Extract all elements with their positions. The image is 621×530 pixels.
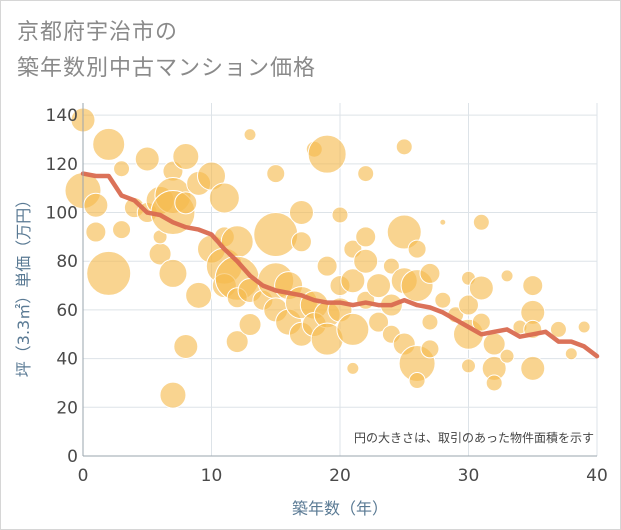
bubble-point xyxy=(238,313,262,337)
bubble-point xyxy=(408,372,426,390)
bubble-point xyxy=(461,358,476,374)
bubble-point xyxy=(382,257,400,275)
size-legend-note: 円の大きさは、取引のあった物件面積を示す xyxy=(354,430,594,445)
axes: 0 20 40 60 80 100 120 140 0 10 20 30 40 xyxy=(46,103,608,486)
bubble-point xyxy=(522,275,544,297)
bubble-point xyxy=(485,374,503,392)
bubble-point xyxy=(159,381,187,409)
bubble-point xyxy=(208,182,240,214)
bubble-point xyxy=(458,294,479,316)
bubble-point xyxy=(471,312,491,332)
bubble-point xyxy=(112,220,132,240)
bubble-point xyxy=(243,128,257,142)
bubble-point xyxy=(307,134,347,174)
bubble-point xyxy=(357,165,375,183)
bubble-point xyxy=(316,255,338,277)
y-tick-label: 80 xyxy=(56,252,78,272)
bubble-point xyxy=(500,269,514,283)
bubble-point xyxy=(395,138,413,156)
bubble-point xyxy=(368,311,390,333)
bubble-point xyxy=(549,320,567,338)
bubble-series xyxy=(64,107,591,409)
bubble-point xyxy=(520,355,546,381)
bubble-point xyxy=(499,348,515,364)
y-tick-label: 60 xyxy=(56,301,78,321)
bubble-point xyxy=(134,146,160,172)
title-line-1: 京都府宇治市の xyxy=(17,20,179,45)
x-tick-label: 10 xyxy=(201,466,223,486)
bubble-point xyxy=(266,164,286,184)
bubble-point xyxy=(336,312,370,346)
bubble-point xyxy=(173,333,199,359)
bubble-point xyxy=(346,361,360,375)
x-tick-label: 40 xyxy=(586,466,608,486)
x-tick-label: 20 xyxy=(329,466,351,486)
chart-title: 京都府宇治市の 築年数別中古マンション価格 xyxy=(17,15,316,87)
bubble-point xyxy=(468,275,494,301)
bubble-point xyxy=(174,191,198,215)
bubble-point xyxy=(434,291,452,309)
bubble-point xyxy=(421,313,439,331)
bubble-point xyxy=(386,214,422,250)
bubble-point xyxy=(83,192,109,218)
bubble-point xyxy=(158,258,188,288)
bubble-point xyxy=(331,206,349,224)
bubble-point xyxy=(439,218,447,226)
bubble-point xyxy=(290,231,312,253)
bubble-point xyxy=(577,320,591,334)
bubble-point xyxy=(340,268,366,294)
bubble-point xyxy=(172,143,200,171)
bubble-point xyxy=(353,248,379,274)
y-tick-label: 120 xyxy=(46,155,78,175)
x-tick-label: 0 xyxy=(78,466,89,486)
trend-line-group xyxy=(80,171,600,359)
x-axis-title: 築年数（年） xyxy=(292,499,388,518)
bubble-point xyxy=(564,347,578,361)
bubble-point xyxy=(420,339,440,359)
x-tick-label: 30 xyxy=(458,466,480,486)
y-tick-label: 0 xyxy=(67,447,78,467)
bubble-point xyxy=(185,281,213,309)
average-price-line xyxy=(80,171,600,359)
bubble-point xyxy=(472,213,490,231)
bubble-point xyxy=(419,262,441,284)
bubble-point xyxy=(355,226,377,248)
bubble-point xyxy=(225,330,249,354)
bubble-point xyxy=(288,200,314,226)
title-line-2: 築年数別中古マンション価格 xyxy=(17,56,317,81)
bubble-point xyxy=(407,239,427,259)
bubble-point xyxy=(92,127,126,161)
y-tick-label: 100 xyxy=(46,204,78,224)
bubble-point xyxy=(366,273,392,299)
bubble-point xyxy=(86,250,132,296)
bubble-point xyxy=(85,221,107,243)
bubble-point xyxy=(113,160,131,178)
y-tick-label: 140 xyxy=(46,106,78,126)
y-tick-label: 20 xyxy=(56,398,78,418)
y-tick-label: 40 xyxy=(56,350,78,370)
y-axis-title: 坪（3.3㎡）単価（万円） xyxy=(14,192,33,377)
